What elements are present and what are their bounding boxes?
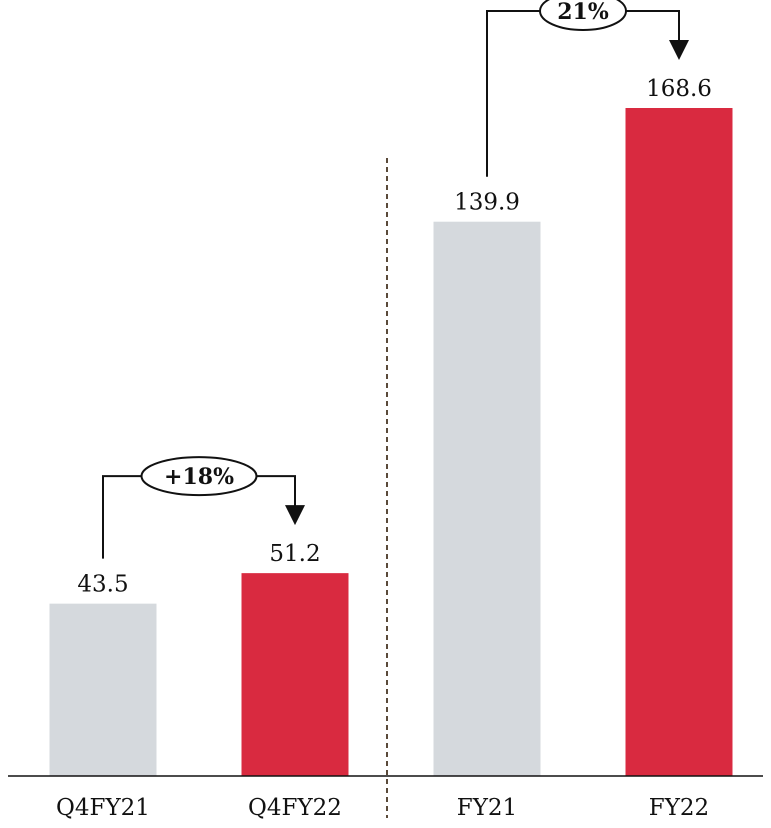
bar-fy21: [433, 221, 541, 776]
growth-connector-arrow: [256, 475, 305, 526]
category-label-q4fy21: Q4FY21: [56, 795, 150, 821]
growth-connector-left: [102, 475, 142, 559]
value-label-fy21: 139.9: [454, 190, 520, 216]
growth-pill: [140, 456, 258, 497]
growth-pill: [539, 0, 627, 31]
category-label-fy22: FY22: [649, 795, 709, 821]
growth-connector-arrow: [626, 10, 689, 60]
growth-label: +18%: [164, 464, 234, 490]
bar-q4fy22: [241, 573, 349, 776]
bar-fy22: [625, 108, 733, 776]
category-label-fy21: FY21: [457, 795, 517, 821]
growth-connector-left: [486, 10, 540, 177]
category-label-q4fy22: Q4FY22: [248, 795, 342, 821]
value-label-q4fy21: 43.5: [77, 572, 128, 598]
value-label-fy22: 168.6: [646, 76, 712, 102]
growth-label: 21%: [557, 0, 609, 25]
value-label-q4fy22: 51.2: [269, 541, 320, 567]
bar-q4fy21: [49, 603, 157, 776]
